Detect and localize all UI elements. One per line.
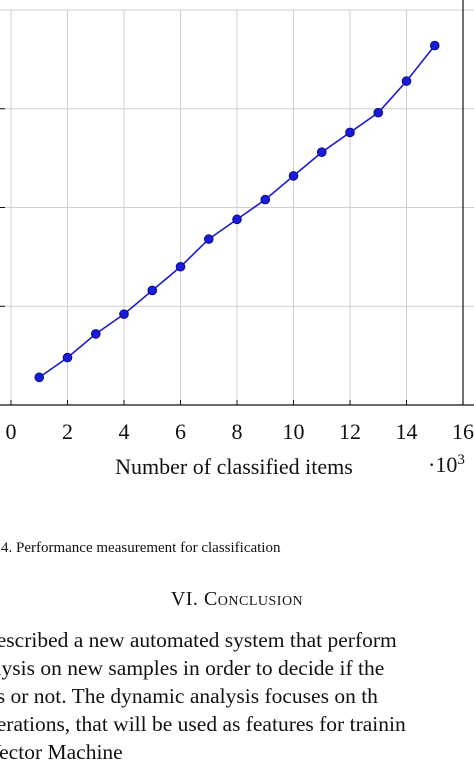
data-point [289,172,298,181]
figure-caption: g. 4. Performance measurement for classi… [0,540,474,557]
data-point [430,41,439,50]
x-tick-label: 12 [339,419,361,444]
section-number: VI. [171,588,199,610]
data-point [402,77,411,86]
body-line-5: Vector Machine [0,740,123,765]
x-tick-label: 16 [452,419,474,444]
x-tick-label: 10 [283,419,305,444]
data-point [346,128,355,137]
data-point [148,286,157,295]
data-point [204,235,213,244]
x-tick-label: 4 [119,419,130,444]
x-tick-label: 6 [175,419,186,444]
x-axis-multiplier-exponent: 3 [457,452,465,468]
section-title: Conclusion [204,588,303,610]
data-point [120,310,129,319]
chart-grid [0,10,474,405]
data-point [317,148,326,157]
section-heading: VI. Conclusion [0,588,474,611]
body-line-2: alysis on new samples in order to decide… [0,656,384,681]
x-tick-label: 14 [396,419,418,444]
data-point [374,108,383,117]
x-tick-label: 0 [6,419,17,444]
data-point [63,353,72,362]
body-line-4: perations, that will be used as features… [0,712,406,737]
x-axis-multiplier: ·103 [428,452,465,477]
body-line-3: us or not. The dynamic analysis focuses … [0,684,378,709]
data-point [91,330,100,339]
data-point [261,195,270,204]
x-tick-labels: 0 2 4 6 8 10 12 14 16 [6,419,474,444]
x-axis-label: Number of classified items [115,454,353,479]
x-tick-label: 2 [62,419,73,444]
data-point [233,215,242,224]
data-point [176,262,185,271]
performance-chart: 0 2 4 6 8 10 12 14 16 Number of classified items… [0,0,474,500]
data-point [35,373,44,382]
x-tick-label: 8 [232,419,243,444]
body-line-1: described a new automated system that pe… [0,628,397,653]
